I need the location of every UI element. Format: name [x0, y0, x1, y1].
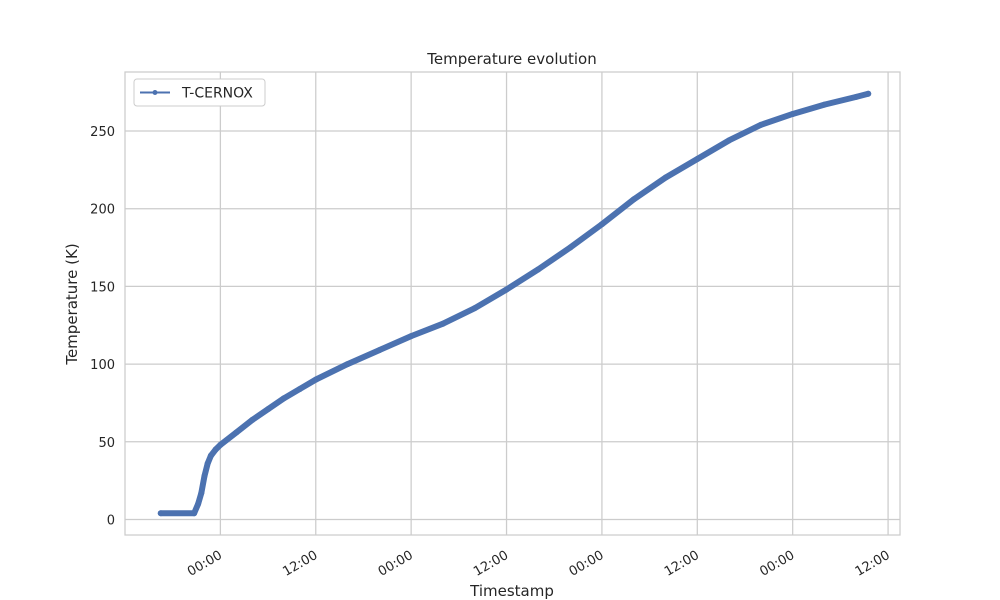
data-point — [853, 93, 860, 100]
data-point — [198, 490, 205, 497]
data-point — [195, 500, 202, 507]
plot-frame — [124, 71, 901, 536]
data-point — [207, 452, 214, 459]
data-point — [630, 196, 637, 203]
data-point — [408, 333, 415, 340]
chart-title: Temperature evolution — [426, 50, 596, 68]
data-point — [439, 320, 446, 327]
series-layer — [157, 90, 872, 517]
data-point — [201, 472, 208, 479]
data-point — [312, 376, 319, 383]
data-point — [694, 156, 701, 163]
x-grid — [219, 72, 889, 535]
y-grid — [125, 130, 900, 521]
data-point — [757, 121, 764, 128]
data-point — [344, 361, 351, 368]
y-tick-label: 250 — [90, 125, 115, 140]
data-point — [503, 286, 510, 293]
y-axis-label: Temperature (K) — [63, 243, 81, 365]
data-point — [789, 110, 796, 117]
y-tick-label: 200 — [90, 203, 115, 218]
data-point — [233, 429, 240, 436]
data-point — [191, 510, 198, 517]
y-tick-label: 100 — [90, 358, 115, 373]
y-tick-label: 50 — [98, 436, 115, 451]
data-point — [376, 347, 383, 354]
y-tick-label: 0 — [107, 513, 115, 528]
data-point — [662, 174, 669, 181]
data-point — [217, 441, 224, 448]
data-point — [567, 244, 574, 251]
data-point — [265, 406, 272, 413]
data-point — [471, 305, 478, 312]
x-axis-label: Timestamp — [469, 582, 554, 600]
legend-box — [133, 78, 266, 107]
data-point — [280, 395, 287, 402]
legend-marker — [152, 90, 158, 95]
legend: T-CERNOX — [133, 78, 266, 107]
data-point — [821, 101, 828, 108]
data-point — [157, 510, 164, 517]
plot-area — [125, 72, 900, 535]
data-point — [535, 266, 542, 273]
data-point — [249, 417, 256, 424]
data-point — [865, 90, 872, 97]
data-point — [598, 221, 605, 228]
data-point — [212, 446, 219, 453]
data-point — [726, 137, 733, 144]
data-point — [296, 385, 303, 392]
data-point — [204, 460, 211, 467]
legend-label: T-CERNOX — [181, 86, 253, 102]
y-tick-labels: 0 50 100 150 200 250 — [90, 125, 115, 528]
y-tick-label: 150 — [90, 280, 115, 295]
